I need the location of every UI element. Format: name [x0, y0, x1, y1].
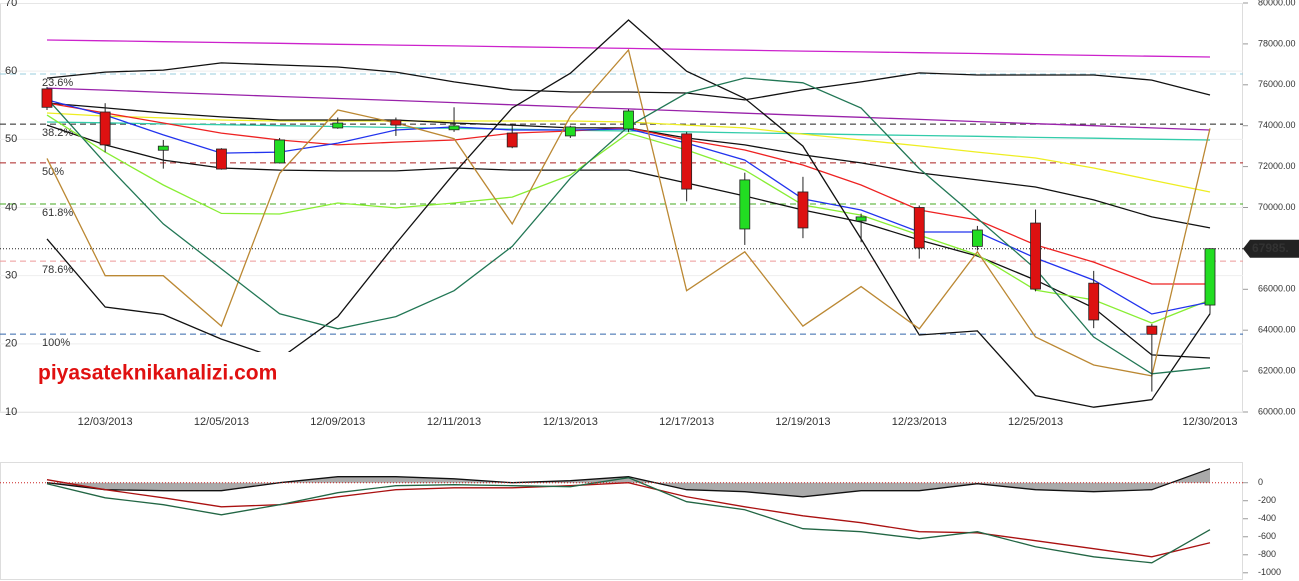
candle-body: [448, 125, 460, 131]
last-price-tag: [1243, 239, 1299, 258]
y2-tick-label: 50: [5, 133, 17, 145]
y2-tick-label: 70: [5, 0, 17, 9]
candle-body: [972, 229, 983, 247]
candle-body: [1088, 282, 1100, 321]
candle-body: [157, 145, 169, 151]
candle-body: [681, 133, 693, 190]
x-tick-label: 12/19/2013: [775, 416, 830, 428]
y2-tick-label: 20: [5, 338, 17, 350]
x-tick-label: 12/17/2013: [659, 416, 714, 428]
candle-body: [1030, 222, 1041, 290]
y-tick-label: 62000.00: [1258, 365, 1296, 375]
candle-body: [1146, 325, 1158, 335]
y-tick-label: 70000.00: [1258, 202, 1296, 212]
candle-body: [855, 216, 867, 222]
axes: 10 20 30 40 50 60 70 60000.00 62000.00 64000.00 66…: [5, 0, 1299, 577]
watermark-box: [30, 352, 298, 396]
y-tick-label: 72000.00: [1258, 161, 1296, 171]
y2-tick-label: 40: [5, 201, 17, 213]
y-tick-label: -200: [1258, 495, 1276, 505]
series-line: [46, 124, 1211, 359]
candle-body: [739, 179, 751, 230]
x-tick-label: 12/09/2013: [310, 416, 365, 428]
y-tick-label: -1000: [1258, 567, 1281, 577]
indicator-line: [46, 479, 1211, 558]
y-tick-label: 74000.00: [1258, 120, 1296, 130]
candle-body: [797, 191, 809, 229]
y-tick-label: -600: [1258, 531, 1276, 541]
y-tick-label: 66000.00: [1258, 284, 1296, 294]
candle-body: [506, 132, 518, 148]
x-tick-label: 12/23/2013: [892, 416, 947, 428]
fib-label: 23.6%: [42, 77, 73, 89]
y-tick-label: 64000.00: [1258, 325, 1296, 335]
series-line: [46, 48, 1211, 377]
candle-body: [274, 139, 286, 164]
series-line: [46, 19, 1211, 408]
fib-label: 61.8%: [42, 207, 73, 219]
main-plot: 23.6%38.2%50%61.8%78.6%100%piyasateknika…: [0, 3, 1243, 413]
indicator-plot: [0, 468, 1243, 564]
y-tick-label: -800: [1258, 549, 1276, 559]
y-tick-label: 0: [1258, 477, 1263, 487]
candle-body: [913, 207, 925, 249]
y-tick-label: 80000.00: [1258, 0, 1296, 7]
candle-body: [41, 88, 53, 108]
x-tick-label: 12/05/2013: [194, 416, 249, 428]
series-line: [46, 62, 1211, 101]
x-tick-label: 12/11/2013: [427, 416, 481, 428]
y-tick-label: 76000.00: [1258, 79, 1296, 89]
indicator-line: [46, 477, 1211, 564]
candle-body: [332, 122, 344, 129]
x-tick-label: 12/03/2013: [78, 416, 133, 428]
fib-label: 78.6%: [42, 264, 73, 276]
series-line: [46, 39, 1211, 58]
indicator-line: [46, 468, 1211, 498]
x-tick-label: 12/13/2013: [543, 416, 598, 428]
candle-body: [564, 126, 576, 137]
y-tick-label: 78000.00: [1258, 38, 1296, 48]
candle-body: [623, 110, 634, 130]
watermark: piyasateknikanalizi.com: [38, 362, 277, 385]
candle-body: [216, 148, 227, 170]
series-line: [46, 114, 1211, 324]
candle-body: [1204, 248, 1216, 306]
y-tick-label: 60000.00: [1258, 406, 1296, 416]
x-tick-label: 12/25/2013: [1008, 416, 1063, 428]
candle-body: [390, 119, 402, 126]
fib-label: 100%: [42, 337, 70, 349]
histogram-area: [47, 468, 1210, 497]
x-tick-label: 12/30/2013: [1182, 416, 1237, 428]
y-tick-label: -400: [1258, 513, 1276, 523]
last-price-label: 67985.: [1252, 241, 1289, 255]
y2-tick-label: 60: [5, 65, 17, 77]
series-line: [46, 87, 1211, 131]
candle-body: [99, 111, 111, 146]
y2-tick-label: 30: [5, 270, 17, 282]
y2-tick-label: 10: [5, 406, 17, 418]
fib-label: 38.2%: [42, 127, 73, 139]
